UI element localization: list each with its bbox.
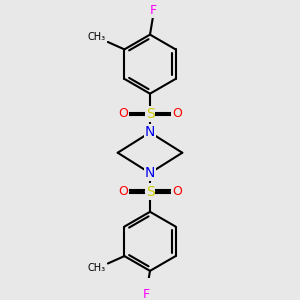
Text: O: O xyxy=(118,107,128,121)
Text: CH₃: CH₃ xyxy=(88,32,106,42)
Text: O: O xyxy=(172,107,182,121)
Text: N: N xyxy=(145,125,155,140)
Text: S: S xyxy=(146,107,154,121)
Text: N: N xyxy=(145,166,155,180)
Text: CH₃: CH₃ xyxy=(88,263,106,273)
Text: O: O xyxy=(172,185,182,198)
Text: S: S xyxy=(146,184,154,199)
Text: F: F xyxy=(143,288,150,300)
Text: O: O xyxy=(118,185,128,198)
Text: F: F xyxy=(150,4,157,17)
